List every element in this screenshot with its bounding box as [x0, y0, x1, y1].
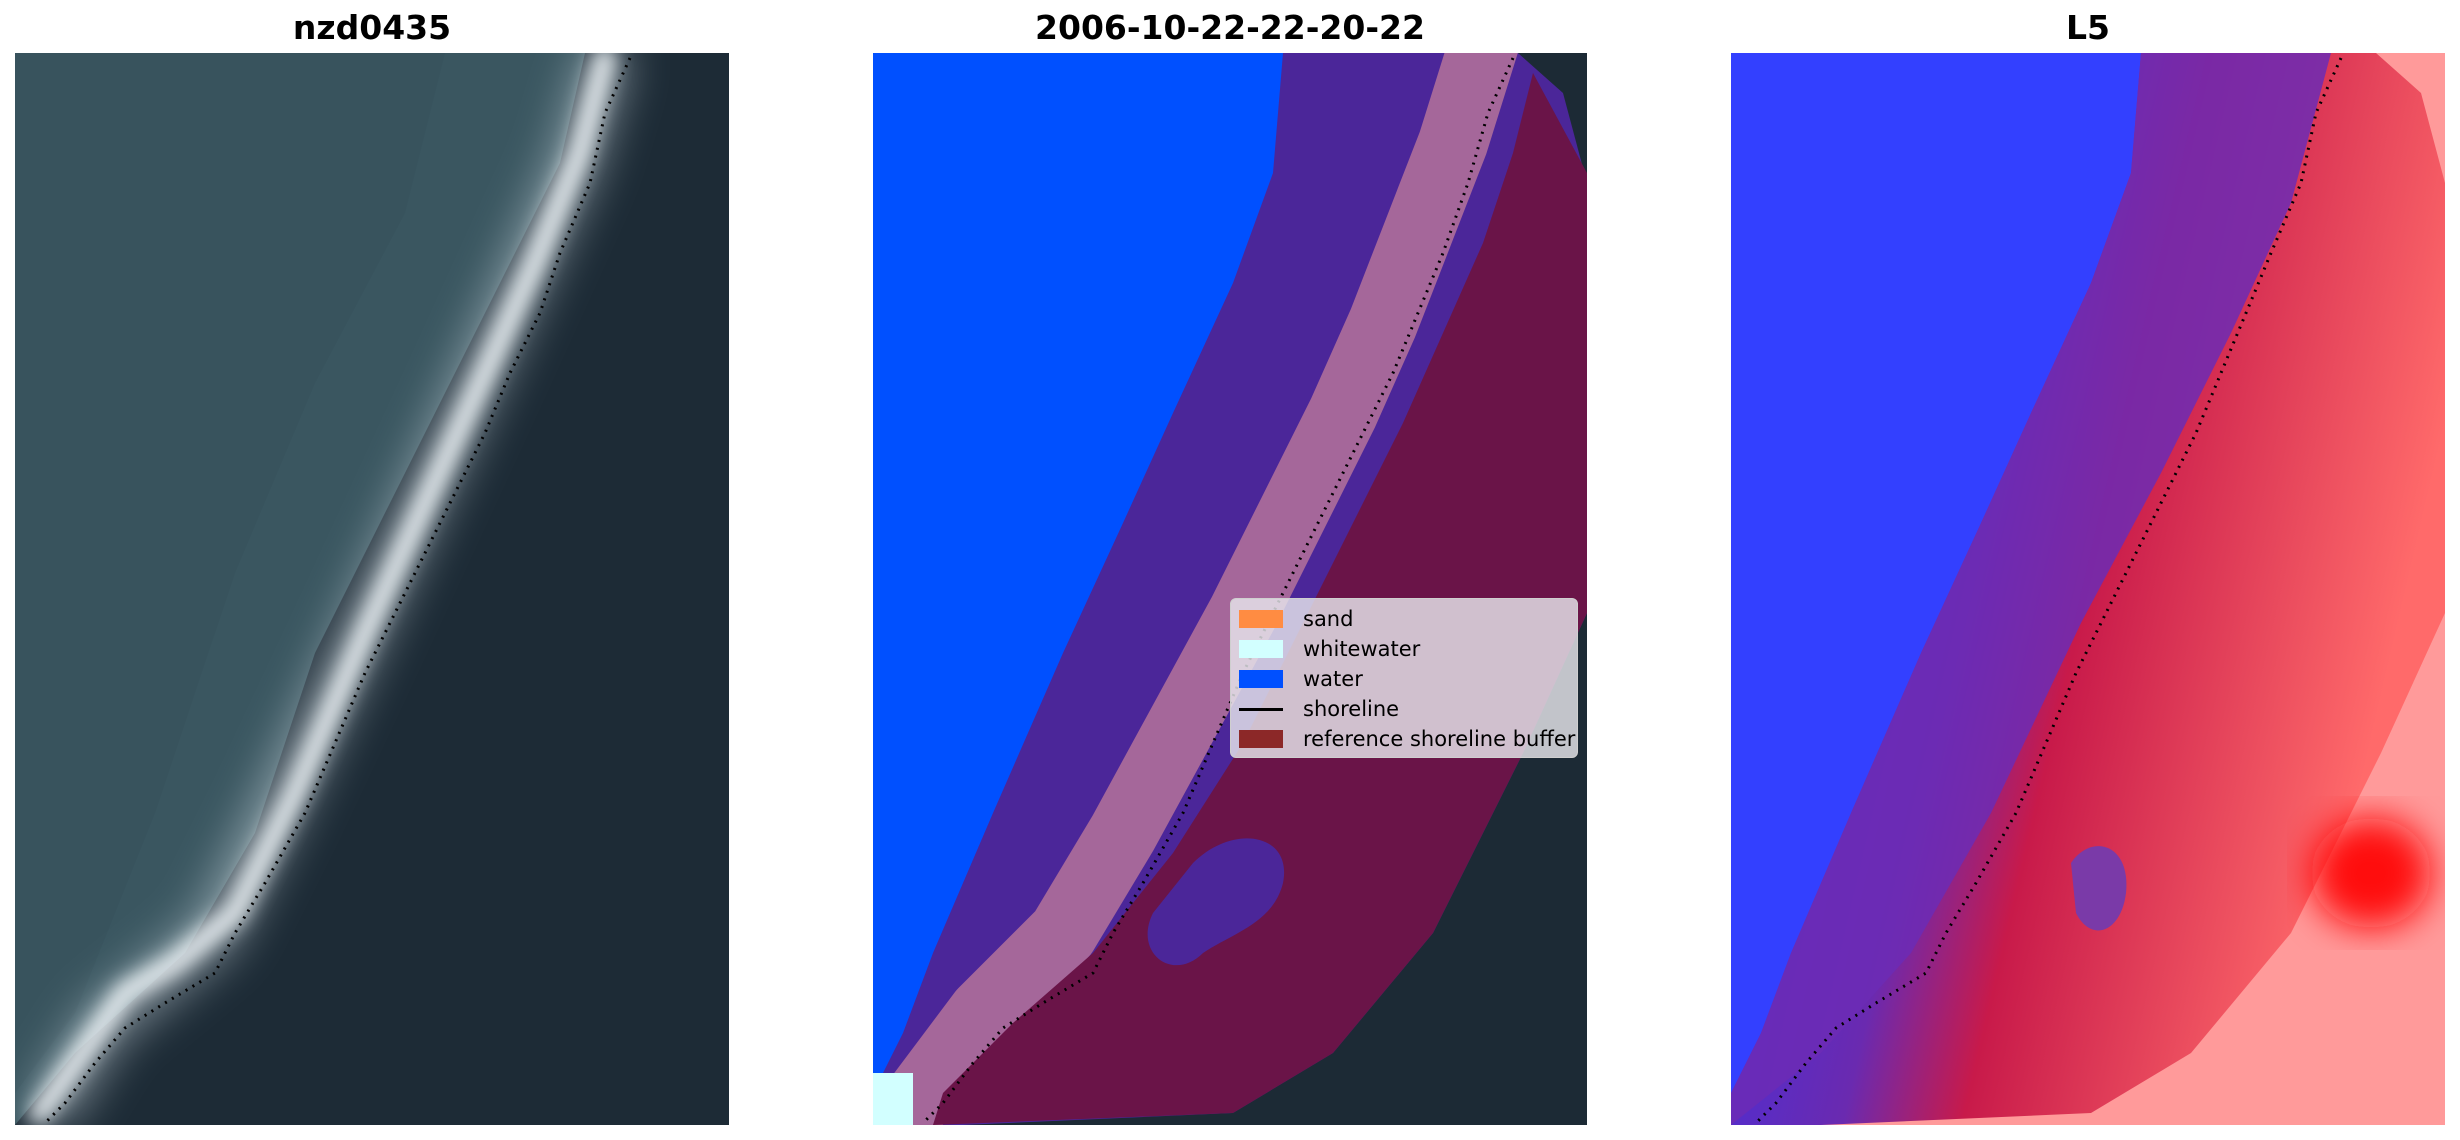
- surf-zone: [29, 53, 616, 1124]
- legend-label-sand: sand: [1303, 607, 1354, 631]
- legend-label-buffer: reference shoreline buffer: [1303, 727, 1576, 751]
- satellite-image-panel: [15, 53, 729, 1125]
- classification-panel: [873, 53, 1587, 1125]
- legend-label-whitewater: whitewater: [1303, 637, 1421, 661]
- whitewater-swatch: [1239, 640, 1283, 658]
- buffer-water-patch: [1147, 838, 1285, 966]
- classification-map: [873, 53, 1587, 1125]
- satellite-image: [15, 53, 729, 1125]
- legend-item-shoreline: shoreline: [1239, 695, 1399, 723]
- legend-item-water: water: [1239, 665, 1363, 693]
- shoreline-line: [43, 57, 632, 1125]
- sand-swatch: [1239, 610, 1283, 628]
- buffer-swatch: [1239, 730, 1283, 748]
- index-map: [1731, 53, 2445, 1125]
- index-peak: [2311, 818, 2431, 928]
- shoreline-line: [1754, 57, 2343, 1125]
- buffer-whitewater-band: [874, 53, 1518, 1125]
- legend-label-water: water: [1303, 667, 1363, 691]
- index-low-patch: [2071, 846, 2127, 931]
- legend-label-shoreline: shoreline: [1303, 697, 1400, 721]
- legend-item-whitewater: whitewater: [1239, 635, 1420, 663]
- index-panel: [1731, 53, 2445, 1125]
- legend: sand whitewater water shoreline referenc…: [1230, 598, 1578, 758]
- buffer-land-area: [933, 73, 1587, 1125]
- whitewater-patch: [873, 1073, 913, 1125]
- legend-item-sand: sand: [1239, 605, 1353, 633]
- legend-item-buffer: reference shoreline buffer: [1239, 725, 1575, 753]
- water-swatch: [1239, 670, 1283, 688]
- panel-title-image: nzd0435: [292, 8, 452, 47]
- panel-title-classification: 2006-10-22-22-20-22: [1035, 8, 1425, 47]
- panel-title-index: L5: [2066, 8, 2110, 47]
- shoreline-swatch: [1239, 707, 1283, 711]
